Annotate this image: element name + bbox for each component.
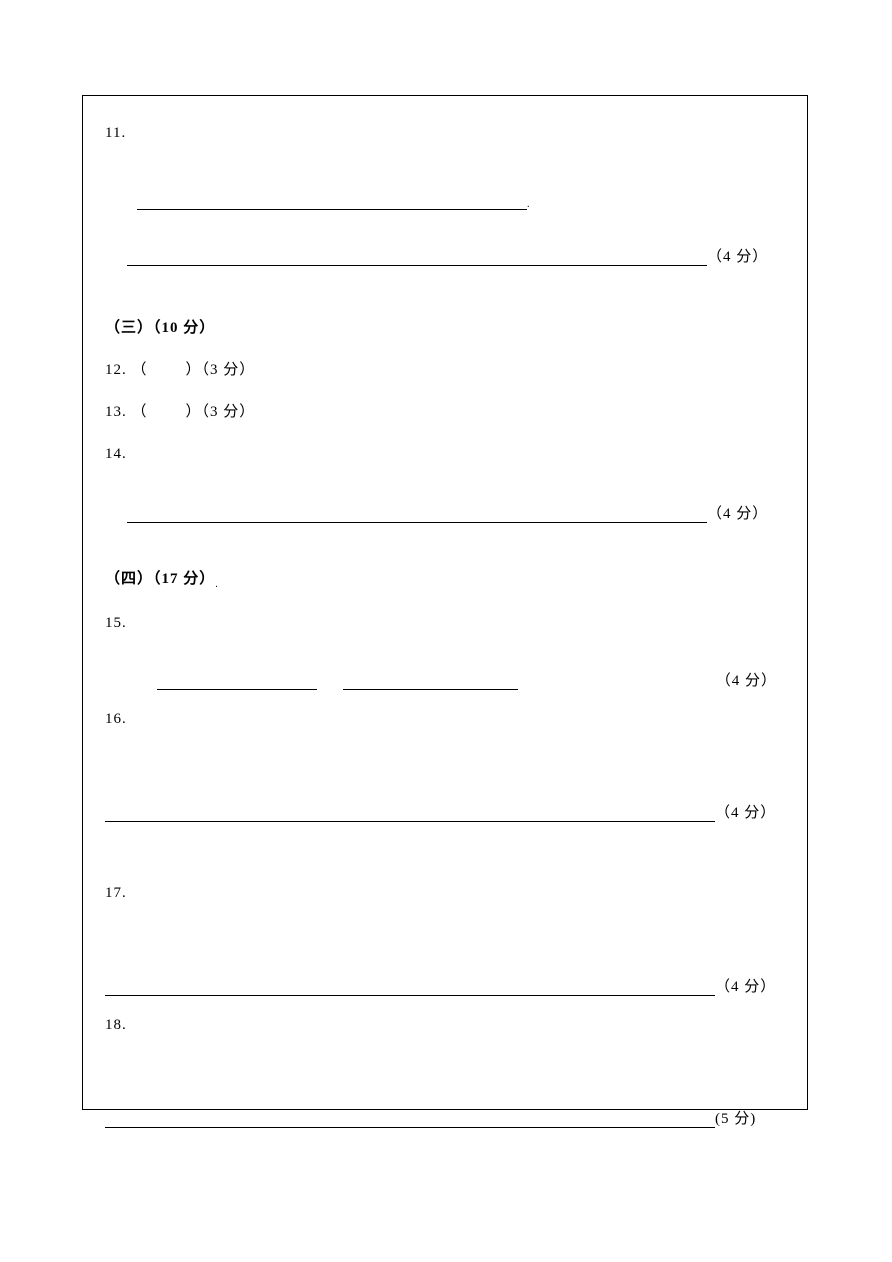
q18-number-row: 18. — [105, 1006, 785, 1034]
q12-row: 12. （ ）（3 分） — [105, 351, 785, 379]
q17-line-row: （4 分） — [105, 968, 785, 996]
q16-number: 16. — [105, 711, 127, 728]
section-3-header: （三）（10 分） — [105, 316, 785, 337]
q17-number-row: 17. — [105, 874, 785, 902]
q11-line1-row: . — [137, 182, 785, 210]
q16-number-row: 16. — [105, 700, 785, 728]
section-4-header-text: （四）（17 分） — [105, 571, 215, 587]
q11-number-row: 11. — [105, 114, 785, 142]
q14-number: 14. — [105, 446, 127, 463]
q15-points: （4 分） — [716, 669, 777, 690]
q16-line-row: （4 分） — [105, 794, 785, 822]
q18-line-row: (5 分) — [105, 1100, 785, 1128]
q14-number-row: 14. — [105, 435, 785, 463]
q11-blank-line-2 — [127, 246, 707, 266]
q11-number: 11. — [105, 125, 126, 142]
q17-points: （4 分） — [715, 975, 776, 996]
q15-number-row: 15. — [105, 604, 785, 632]
q17-blank-line — [105, 976, 715, 996]
q16-blank-line — [105, 802, 715, 822]
q13-text: 13. （ ）（3 分） — [105, 400, 255, 421]
q18-points: (5 分) — [715, 1107, 756, 1128]
page-frame: 11. . （4 分） （三）（10 分） 12. （ ）（3 分） 13. （… — [82, 95, 808, 1110]
q18-number: 18. — [105, 1017, 127, 1034]
section-4-header-dot: . — [215, 579, 219, 590]
q11-blank-line-1 — [137, 190, 527, 210]
q14-line-row: （4 分） — [127, 495, 785, 523]
q11-period: . — [527, 199, 531, 210]
q16-points: （4 分） — [715, 801, 776, 822]
q14-points: （4 分） — [707, 502, 768, 523]
q18-blank-line — [105, 1108, 715, 1128]
q15-blank-1 — [157, 670, 317, 690]
section-4-header: （四）（17 分）. — [105, 567, 785, 590]
q14-blank-line — [127, 503, 707, 523]
q15-blanks-row: （4 分） — [157, 662, 785, 690]
q12-text: 12. （ ）（3 分） — [105, 358, 255, 379]
q13-row: 13. （ ）（3 分） — [105, 393, 785, 421]
q11-points: （4 分） — [707, 245, 768, 266]
q11-line2-row: （4 分） — [127, 238, 785, 266]
q15-number: 15. — [105, 615, 127, 632]
q17-number: 17. — [105, 885, 127, 902]
q15-blank-2 — [343, 670, 518, 690]
